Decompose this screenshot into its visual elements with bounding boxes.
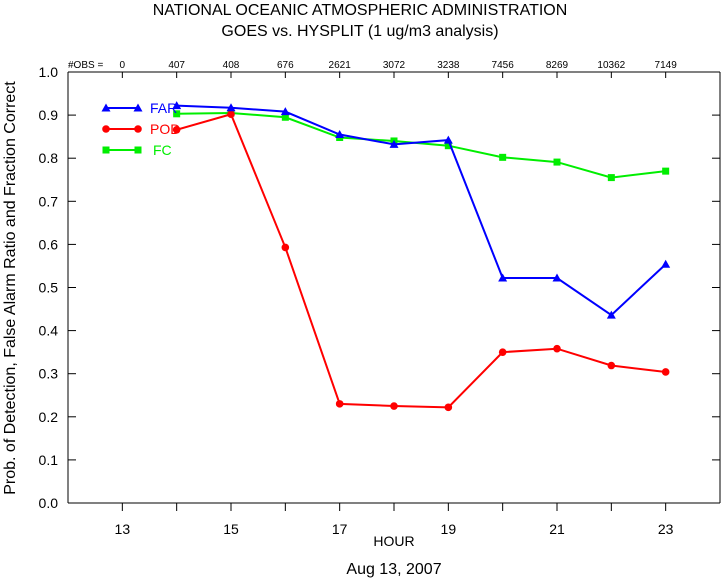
data-point-far — [443, 135, 453, 144]
data-point-far — [226, 103, 236, 112]
y-tick-label: 1.0 — [39, 64, 59, 80]
legend-marker-fc — [134, 146, 142, 154]
data-point-fc — [281, 113, 289, 121]
data-point-fc — [499, 153, 507, 161]
series-layer — [172, 101, 671, 412]
data-point-fc — [444, 142, 452, 150]
series-line-far — [176, 104, 667, 317]
data-point-far — [172, 101, 182, 110]
obs-count: 10362 — [597, 60, 625, 71]
x-tick-label: 15 — [223, 521, 239, 537]
series-far — [172, 101, 671, 319]
obs-count: 407 — [168, 60, 185, 71]
legend-marker-far — [101, 103, 111, 112]
legend-label-fc: FC — [153, 142, 172, 158]
series-pod — [172, 110, 670, 412]
data-point-far — [606, 310, 616, 319]
data-point-fc — [662, 167, 670, 175]
y-tick-label: 0.7 — [39, 193, 59, 209]
data-point-far — [280, 107, 290, 116]
data-point-pod — [444, 403, 453, 412]
chart-title: NATIONAL OCEANIC ATMOSPHERIC ADMINISTRAT… — [153, 2, 568, 19]
y-tick-label: 0.2 — [39, 409, 59, 425]
data-point-far — [389, 139, 399, 148]
y-tick-label: 0.9 — [39, 107, 59, 123]
legend-marker-pod — [102, 125, 110, 133]
x-tick-label: 19 — [441, 521, 457, 537]
obs-count: 8269 — [546, 60, 569, 71]
x-tick-label: 17 — [332, 521, 348, 537]
data-point-pod — [335, 400, 344, 408]
obs-count: 3072 — [383, 60, 406, 71]
data-point-fc — [173, 110, 181, 118]
y-axis: 0.0 0.1 0.2 0.3 0.4 0.5 0.6 0.7 0.8 0.9 1.0 — [39, 64, 720, 511]
x-axis-label: HOUR — [373, 533, 414, 549]
data-point-pod — [281, 243, 290, 252]
x-axis: 13 15 17 19 21 23 — [115, 72, 674, 537]
data-point-pod — [553, 344, 561, 353]
data-point-far — [661, 259, 671, 268]
legend-marker-fc — [102, 146, 110, 154]
legend-marker-pod — [134, 125, 142, 133]
data-point-fc — [607, 174, 615, 182]
series-line-pod — [176, 113, 666, 409]
data-point-pod — [661, 368, 670, 376]
data-point-pod — [498, 348, 507, 356]
obs-count: 676 — [277, 60, 294, 71]
y-tick-label: 0.6 — [39, 236, 59, 252]
x-tick-label: 23 — [658, 521, 674, 537]
obs-count: 0 — [120, 60, 126, 71]
y-tick-label: 0.1 — [39, 452, 59, 468]
y-tick-label: 0.3 — [39, 366, 59, 382]
legend-label-far: FAR — [150, 100, 177, 116]
series-fc — [173, 109, 670, 182]
obs-count: 408 — [223, 60, 240, 71]
obs-values: 0 407 408 676 2621 3072 3238 7456 8269 10362 7149 — [120, 60, 678, 71]
chart-legend: FAR POD FC — [101, 100, 180, 158]
y-tick-label: 0.4 — [39, 323, 59, 339]
y-tick-label: 0.5 — [39, 280, 59, 296]
data-point-pod — [390, 402, 398, 410]
obs-count: 3238 — [437, 60, 460, 71]
data-point-pod — [172, 125, 181, 134]
legend-label-pod: POD — [150, 121, 180, 137]
y-tick-label: 0.0 — [39, 495, 59, 511]
legend-marker-far — [133, 103, 143, 112]
y-axis-label: Prob. of Detection, False Alarm Ratio an… — [2, 81, 19, 495]
x-tick-label: 13 — [115, 521, 131, 537]
data-point-pod — [607, 361, 616, 370]
x-tick-label: 21 — [549, 521, 565, 537]
obs-count: 7149 — [655, 60, 678, 71]
y-tick-label: 0.8 — [39, 150, 59, 166]
obs-label: #OBS = — [68, 60, 103, 71]
obs-count: 2621 — [329, 60, 352, 71]
data-point-far — [498, 273, 508, 282]
chart-footer-date: Aug 13, 2007 — [346, 561, 441, 578]
data-point-far — [552, 273, 562, 282]
data-point-fc — [553, 158, 561, 166]
series-line-fc — [176, 111, 666, 179]
obs-count: 7456 — [492, 60, 515, 71]
chart-subtitle: GOES vs. HYSPLIT (1 ug/m3 analysis) — [221, 23, 498, 40]
data-point-far — [335, 129, 345, 138]
data-point-pod — [227, 110, 235, 119]
